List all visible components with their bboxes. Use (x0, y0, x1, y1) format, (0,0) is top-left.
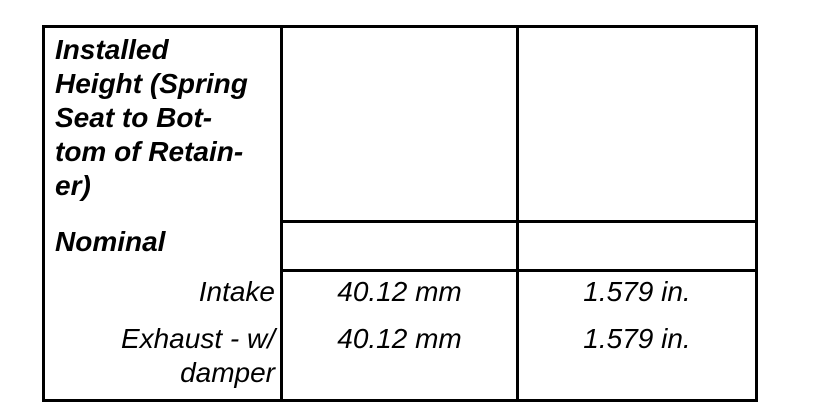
empty-cell-header-imperial (519, 28, 755, 223)
intake-metric-value: 40.12 mm (283, 272, 519, 319)
empty-cell-nominal-imperial (519, 223, 755, 272)
nominal-label: Nominal (45, 223, 283, 272)
empty-cell-nominal-metric (283, 223, 519, 272)
exhaust-row-label: Exhaust - w/ damper (45, 319, 283, 399)
exhaust-imperial-value: 1.579 in. (583, 323, 691, 354)
empty-cell-header-metric (283, 28, 519, 223)
intake-imperial-value: 1.579 in. (583, 276, 691, 307)
exhaust-metric-value: 40.12 mm (283, 319, 519, 399)
spec-table: Installed Height (Spring Seat to Bot- to… (42, 25, 758, 402)
intake-row-label: Intake (45, 272, 283, 319)
installed-height-heading: Installed Height (Spring Seat to Bot- to… (45, 28, 283, 223)
